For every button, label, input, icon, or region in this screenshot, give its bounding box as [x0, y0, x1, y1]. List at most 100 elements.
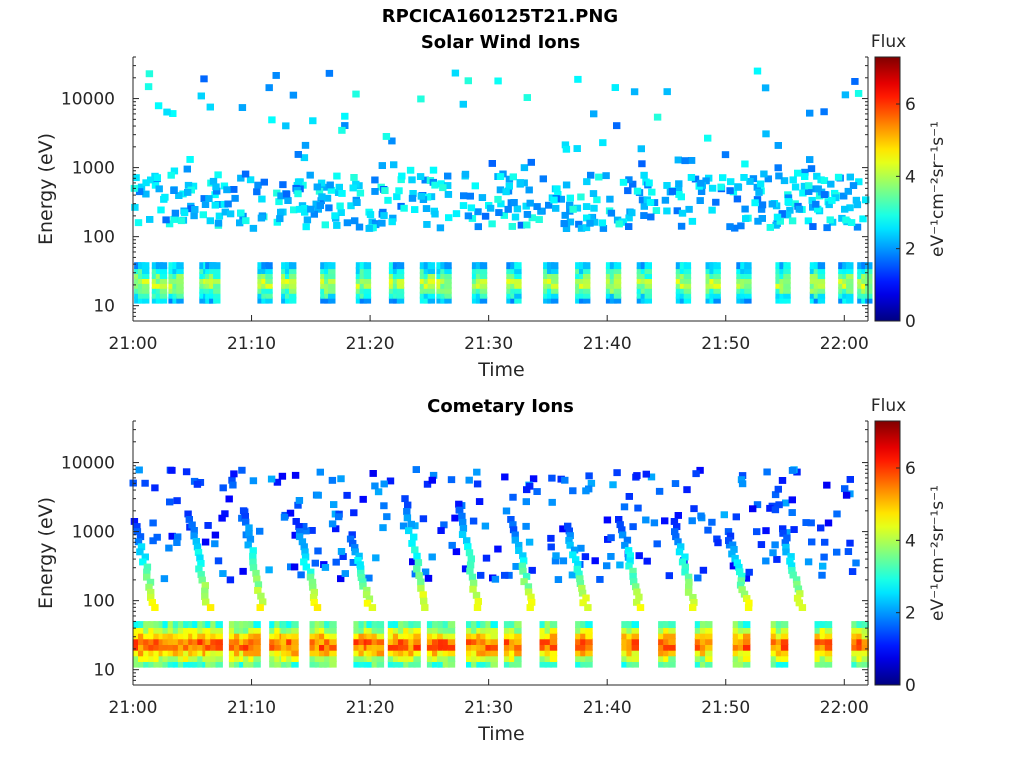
burst-pixel — [856, 626, 864, 634]
burst-pixel — [396, 267, 405, 274]
speckle-pixel — [545, 201, 553, 209]
streak-pixel — [459, 525, 468, 532]
speckle-pixel — [820, 108, 828, 116]
burst-pixel — [743, 655, 751, 662]
burst-pixel — [248, 643, 256, 651]
speckle-pixel — [727, 178, 735, 186]
burst-pixel — [705, 632, 713, 640]
burst-pixel — [324, 277, 332, 284]
speckle-pixel — [562, 181, 571, 189]
speckle-pixel — [687, 174, 696, 181]
burst-pixel — [509, 660, 517, 668]
burst-pixel — [210, 649, 218, 657]
burst-pixel — [319, 632, 327, 640]
speckle-pixel — [427, 193, 436, 201]
burst-pixel — [159, 296, 168, 304]
speckle-pixel — [474, 208, 482, 216]
colorbar-tick-label: 6 — [905, 95, 916, 115]
burst-pixel — [705, 660, 713, 668]
burst-pixel — [770, 626, 779, 634]
speckle-pixel — [674, 186, 683, 194]
x-tick-label: 21:30 — [464, 334, 513, 354]
y-tick-label: 10000 — [61, 90, 115, 110]
streak-pixel — [201, 593, 209, 600]
burst-pixel — [471, 643, 479, 651]
burst-pixel — [366, 638, 374, 645]
burst-pixel — [539, 626, 547, 634]
burst-pixel — [197, 621, 205, 628]
streak-pixel — [256, 604, 264, 611]
burst-pixel — [199, 272, 207, 279]
speckle-pixel — [595, 173, 603, 181]
streak-pixel — [468, 573, 477, 581]
burst-pixel — [205, 291, 213, 299]
streak-pixel — [249, 552, 257, 560]
burst-pixel — [353, 621, 361, 628]
streak-pixel — [737, 577, 745, 585]
burst-pixel — [143, 638, 151, 645]
burst-pixel — [291, 660, 299, 668]
speckle-pixel — [149, 537, 157, 545]
speckle-pixel — [417, 95, 425, 103]
burst-pixel — [228, 632, 237, 640]
burst-pixel — [490, 626, 498, 634]
speckle-pixel — [613, 216, 622, 224]
burst-pixel — [658, 632, 666, 640]
speckle-pixel — [820, 177, 829, 184]
streak-pixel — [681, 568, 689, 576]
burst-pixel — [143, 649, 151, 657]
speckle-pixel — [174, 533, 182, 541]
speckle-pixel — [635, 552, 643, 560]
speckle-pixel — [131, 203, 139, 211]
speckle-pixel — [761, 84, 770, 92]
burst-pixel — [856, 649, 864, 657]
burst-pixel — [547, 277, 555, 284]
burst-pixel — [328, 272, 336, 279]
speckle-pixel — [577, 544, 585, 552]
speckle-pixel — [673, 207, 681, 215]
burst-pixel — [358, 643, 366, 651]
burst-pixel — [743, 626, 751, 634]
speckle-pixel — [460, 192, 468, 200]
burst-pixel — [228, 626, 237, 634]
burst-pixel — [151, 281, 160, 289]
speckle-pixel — [161, 193, 169, 201]
streak-pixel — [249, 558, 257, 566]
burst-pixel — [510, 281, 518, 289]
streak-pixel — [458, 531, 467, 538]
burst-pixel — [479, 281, 488, 289]
speckle-pixel — [220, 182, 229, 190]
colorbar-label: eV⁻¹cm⁻²sr⁻¹s⁻¹ — [928, 121, 948, 257]
speckle-pixel — [548, 474, 556, 482]
burst-pixel — [426, 655, 435, 662]
speckle-pixel — [249, 224, 258, 232]
burst-pixel — [426, 643, 435, 651]
burst-pixel — [234, 632, 242, 640]
burst-pixel — [205, 638, 213, 645]
burst-pixel — [320, 281, 328, 289]
burst-pixel — [743, 643, 751, 651]
streak-pixel — [582, 594, 590, 602]
streak-pixel — [133, 523, 141, 530]
burst-pixel — [503, 655, 512, 662]
burst-pixel — [440, 291, 448, 299]
burst-pixel — [543, 277, 551, 284]
burst-pixel — [281, 626, 289, 634]
speckle-pixel — [366, 211, 375, 218]
burst-pixel — [408, 621, 416, 628]
burst-pixel — [209, 296, 217, 304]
burst-pixel — [626, 632, 634, 640]
burst-pixel — [210, 632, 218, 640]
burst-pixel — [490, 621, 498, 628]
burst-pixel — [583, 272, 591, 279]
speckle-pixel — [175, 192, 183, 199]
burst-pixel — [636, 286, 645, 294]
burst-pixel — [865, 286, 873, 294]
burst-pixel — [583, 267, 591, 274]
burst-pixel — [699, 638, 708, 645]
burst-pixel — [713, 267, 721, 274]
burst-pixel — [265, 286, 273, 294]
burst-pixel — [436, 267, 444, 274]
burst-pixel — [388, 296, 397, 304]
burst-pixel — [675, 272, 684, 279]
